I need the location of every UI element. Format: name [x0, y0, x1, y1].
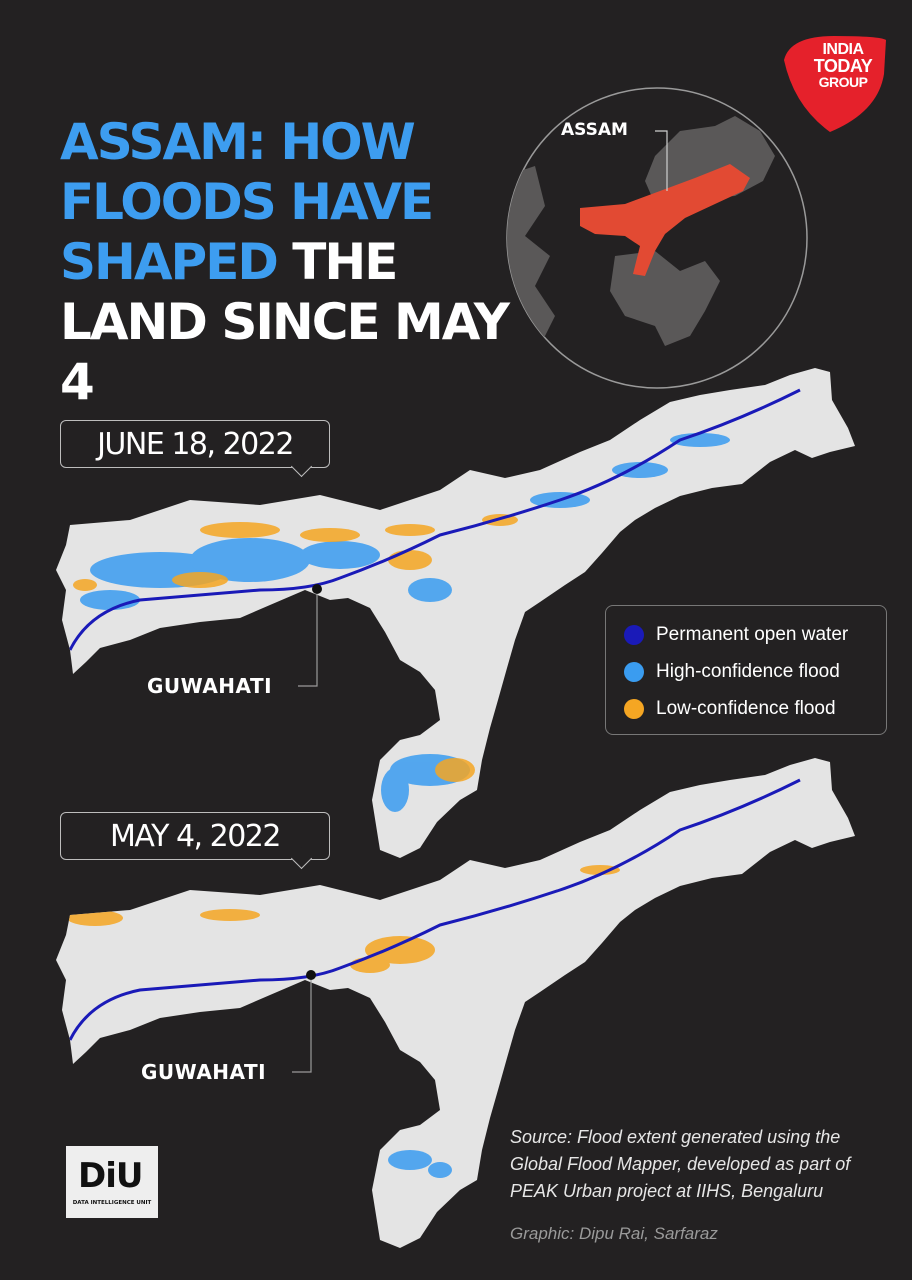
locator-map [506, 87, 808, 389]
headline-line-3b: THE [276, 233, 398, 291]
headline-line-2: FLOODS HAVE [60, 173, 434, 231]
map-may-4 [56, 758, 855, 1248]
date-label-may: MAY 4, 2022 [110, 818, 281, 854]
guwahati-marker-may [306, 970, 316, 980]
date-callout-may: MAY 4, 2022 [60, 812, 330, 860]
legend-label: Permanent open water [656, 624, 849, 645]
headline-line-4: LAND SINCE MAY 4 [60, 293, 510, 411]
locator-label: ASSAM [561, 120, 628, 140]
date-callout-june: JUNE 18, 2022 [60, 420, 330, 468]
legend-item-low-confidence: Low-confidence flood [624, 698, 836, 720]
legend-item-high-confidence: High-confidence flood [624, 661, 840, 683]
source-note: Source: Flood extent generated using the… [510, 1127, 851, 1201]
graphic-credit: Graphic: Dipu Rai, Sarfaraz [510, 1224, 718, 1243]
legend-label: High-confidence flood [656, 661, 840, 682]
diu-wordmark: DiU [78, 1156, 143, 1196]
brand-line-2: TODAY [813, 56, 873, 76]
date-label-june: JUNE 18, 2022 [97, 426, 294, 462]
city-label-june: GUWAHATI [147, 674, 273, 698]
headline-line-1: ASSAM: HOW [60, 113, 416, 171]
legend: Permanent open water High-confidence flo… [605, 605, 887, 735]
guwahati-marker-june [312, 584, 322, 594]
headline-line-3a: SHAPED [60, 233, 279, 291]
map-june-18 [56, 368, 855, 858]
city-label-may: GUWAHATI [141, 1060, 267, 1084]
legend-swatch-low-confidence [624, 699, 644, 719]
high-confidence-flood-may [388, 1150, 452, 1178]
diu-logo: DiU DATA INTELLIGENCE UNIT [66, 1146, 158, 1218]
headline: ASSAM: HOW FLOODS HAVE SHAPED THE LAND S… [60, 112, 530, 412]
assam-highlight [580, 164, 750, 276]
diu-subtitle: DATA INTELLIGENCE UNIT [72, 1200, 152, 1206]
brand-line-3: GROUP [818, 74, 868, 90]
india-today-logo [784, 36, 886, 132]
low-confidence-flood-may [67, 865, 620, 973]
legend-swatch-permanent-water [624, 625, 644, 645]
brand-line-1: INDIA [822, 41, 864, 58]
brahmaputra-may [68, 778, 801, 1041]
legend-item-permanent-water: Permanent open water [624, 624, 848, 646]
legend-label: Low-confidence flood [656, 698, 836, 719]
brand-wordmark: INDIA TODAY GROUP [803, 41, 883, 91]
brahmaputra-june [68, 388, 801, 651]
legend-swatch-high-confidence [624, 662, 644, 682]
